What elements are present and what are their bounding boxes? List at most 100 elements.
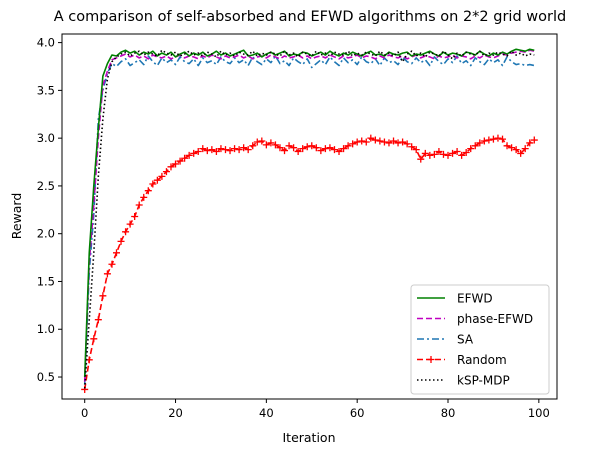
data-point bbox=[262, 141, 270, 149]
data-point bbox=[249, 142, 257, 150]
y-tick-label: 1.0 bbox=[37, 322, 55, 336]
data-point bbox=[226, 147, 234, 155]
data-point bbox=[380, 138, 388, 146]
y-tick-label: 1.5 bbox=[37, 274, 55, 288]
data-point bbox=[108, 260, 116, 268]
x-tick-label: 20 bbox=[168, 406, 183, 420]
data-point bbox=[149, 180, 157, 188]
data-point bbox=[358, 137, 366, 145]
data-point bbox=[371, 136, 379, 144]
data-point bbox=[185, 151, 193, 159]
data-point bbox=[517, 149, 525, 157]
series-line-ksp-mdp bbox=[83, 49, 535, 389]
plot-area bbox=[61, 33, 558, 400]
data-point bbox=[194, 148, 202, 156]
legend-box bbox=[410, 284, 550, 395]
data-point bbox=[181, 154, 189, 162]
data-point bbox=[321, 145, 329, 153]
data-point bbox=[362, 138, 370, 146]
data-point bbox=[485, 136, 493, 144]
data-point bbox=[399, 138, 407, 146]
data-point bbox=[144, 187, 152, 195]
data-point bbox=[99, 292, 107, 300]
data-point bbox=[212, 148, 220, 156]
data-point bbox=[253, 138, 261, 146]
data-point bbox=[303, 143, 311, 151]
data-point bbox=[367, 134, 375, 142]
data-point bbox=[394, 139, 402, 147]
series-line-phase-efwd bbox=[83, 49, 535, 382]
data-point bbox=[494, 134, 502, 142]
data-point bbox=[285, 142, 293, 150]
data-point bbox=[190, 149, 198, 157]
data-point bbox=[444, 151, 452, 159]
plot-frame bbox=[61, 33, 558, 400]
data-point bbox=[208, 146, 216, 154]
data-point bbox=[317, 147, 325, 155]
data-point bbox=[385, 139, 393, 147]
data-point bbox=[353, 138, 361, 146]
data-point bbox=[131, 213, 139, 220]
x-tick-label: 60 bbox=[350, 406, 365, 420]
data-point bbox=[167, 163, 175, 171]
data-point bbox=[489, 135, 497, 143]
data-point bbox=[467, 145, 475, 153]
data-point bbox=[103, 270, 111, 278]
series-sa bbox=[83, 55, 535, 385]
x-tick-label: 40 bbox=[259, 406, 274, 420]
data-point bbox=[417, 155, 425, 163]
data-point bbox=[271, 141, 279, 149]
data-point bbox=[499, 135, 507, 143]
data-point bbox=[480, 137, 488, 145]
data-point bbox=[299, 145, 307, 153]
x-tick-label: 0 bbox=[81, 406, 88, 420]
data-point bbox=[231, 145, 239, 153]
data-point bbox=[126, 220, 134, 228]
data-point bbox=[344, 142, 352, 150]
legend-label-phase-efwd: phase-EFWD bbox=[457, 312, 533, 326]
x-tick-label: 100 bbox=[528, 406, 550, 420]
data-point bbox=[530, 136, 538, 144]
data-point bbox=[439, 150, 447, 158]
y-axis-ticks: 0.5 1.0 1.5 2.0 2.5 3.0 3.5 4.0 bbox=[37, 36, 62, 384]
data-point bbox=[176, 157, 184, 165]
data-point bbox=[458, 151, 466, 159]
data-point bbox=[217, 145, 225, 153]
data-point bbox=[335, 148, 343, 156]
legend: EFWD phase-EFWD SA Random kSP-MDP bbox=[410, 284, 550, 395]
y-tick-label: 3.5 bbox=[37, 83, 55, 97]
y-axis-label: Reward bbox=[9, 193, 24, 240]
data-point bbox=[122, 228, 130, 236]
data-point bbox=[90, 335, 98, 343]
x-tick-label: 80 bbox=[441, 406, 456, 420]
data-point bbox=[449, 149, 457, 157]
data-point bbox=[308, 142, 316, 150]
data-point bbox=[221, 146, 229, 154]
data-point bbox=[140, 193, 148, 201]
y-tick-label: 0.5 bbox=[37, 370, 55, 384]
data-point bbox=[117, 237, 125, 245]
series-ksp-mdp bbox=[83, 49, 535, 389]
data-point bbox=[403, 140, 411, 148]
data-point bbox=[421, 149, 429, 157]
data-point bbox=[172, 160, 180, 168]
data-point bbox=[330, 146, 338, 154]
x-axis-ticks: 0 20 40 60 80 100 bbox=[81, 399, 550, 420]
data-point bbox=[349, 140, 357, 148]
data-point bbox=[240, 144, 248, 152]
data-point bbox=[376, 137, 384, 145]
data-point bbox=[512, 146, 520, 154]
data-point bbox=[521, 145, 529, 153]
data-point bbox=[340, 145, 348, 153]
data-point bbox=[408, 143, 416, 151]
data-point bbox=[267, 139, 275, 147]
data-point bbox=[290, 144, 298, 152]
legend-label-random: Random bbox=[457, 353, 507, 367]
y-tick-label: 3.0 bbox=[37, 131, 55, 145]
data-point bbox=[294, 148, 302, 156]
x-axis-label: Iteration bbox=[282, 430, 335, 445]
data-point bbox=[235, 146, 243, 154]
data-point bbox=[326, 144, 334, 152]
data-point bbox=[135, 201, 143, 209]
